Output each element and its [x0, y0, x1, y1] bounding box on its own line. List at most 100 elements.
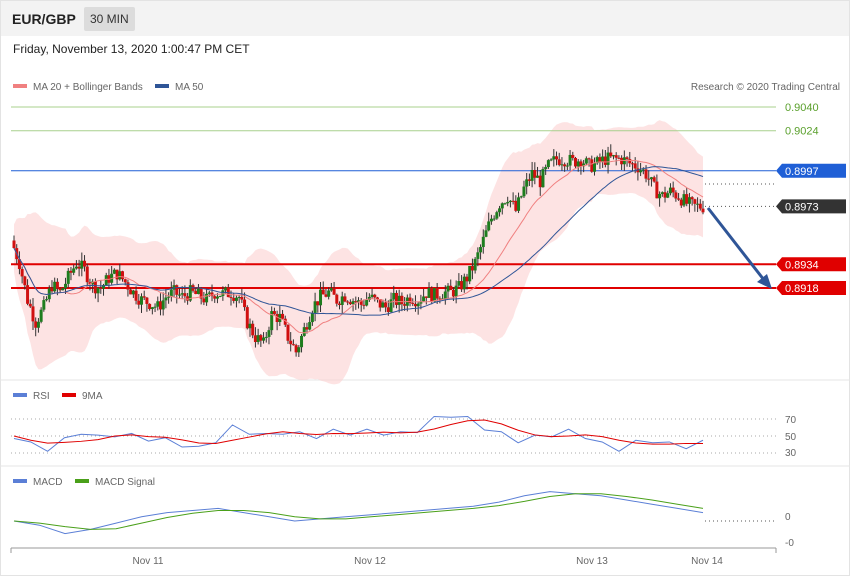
candle-up — [530, 170, 534, 181]
candle-down — [533, 170, 537, 178]
candle-up — [468, 265, 472, 282]
candle-up — [39, 309, 43, 322]
candle-up — [492, 218, 496, 220]
candle-down — [83, 260, 87, 267]
candle-down — [245, 307, 249, 329]
candle-down — [31, 306, 35, 322]
candle-up — [473, 258, 477, 271]
candle-up — [357, 300, 360, 302]
candle-down — [332, 288, 336, 295]
candle-down — [644, 169, 648, 179]
macd-legend-swatch — [13, 479, 27, 483]
candle-down — [346, 301, 350, 303]
candle-up — [327, 290, 331, 297]
candle-up — [270, 311, 274, 331]
candle-down — [321, 289, 325, 295]
timeframe-button[interactable]: 30 MIN — [84, 7, 135, 31]
rsi-ma-legend-swatch — [62, 393, 76, 397]
candle-down — [338, 303, 342, 305]
candle-up — [131, 290, 135, 295]
candle-down — [134, 290, 138, 301]
candle-up — [139, 296, 143, 305]
candle-up — [389, 299, 393, 312]
candle-down — [373, 294, 377, 298]
candle-down — [251, 323, 255, 336]
candle-up — [592, 163, 596, 172]
support-level-tag — [776, 257, 846, 272]
candle-up — [207, 292, 211, 294]
candle-up — [248, 323, 252, 329]
forecast-arrow — [706, 207, 772, 289]
candle-up — [74, 266, 78, 269]
candle-down — [451, 289, 455, 297]
candle-down — [121, 271, 125, 280]
candle-up — [80, 260, 84, 269]
candle-down — [50, 288, 54, 292]
candle-down — [430, 287, 434, 302]
candle-down — [413, 303, 417, 307]
candle-down — [348, 302, 352, 305]
candle-down — [158, 301, 162, 310]
rsi-legend-swatch — [13, 393, 27, 397]
candle-up — [506, 202, 510, 204]
candle-down — [362, 304, 366, 306]
candle-up — [546, 160, 550, 168]
candle-up — [66, 270, 70, 284]
candle-up — [169, 289, 173, 297]
candle-down — [470, 265, 474, 271]
target-level-label: 0.9040 — [785, 102, 819, 114]
candle-up — [96, 287, 100, 294]
candle-up — [397, 295, 401, 305]
candle-down — [335, 294, 339, 304]
candle-up — [552, 156, 556, 160]
candle-up — [560, 164, 564, 166]
candle-up — [446, 285, 450, 292]
candle-up — [367, 296, 371, 300]
candle-down — [26, 285, 30, 304]
candlesticks — [12, 144, 705, 357]
candle-up — [576, 161, 580, 167]
candle-down — [23, 276, 27, 286]
candle-up — [118, 271, 122, 280]
ma20-legend-label: MA 20 + Bollinger Bands — [33, 82, 143, 93]
macd-line — [13, 491, 704, 535]
candle-up — [419, 301, 423, 304]
forecast-arrow-head — [757, 274, 772, 289]
candle-up — [601, 156, 605, 162]
candle-down — [400, 295, 404, 305]
candle-up — [666, 193, 670, 198]
candle-down — [630, 163, 634, 165]
candle-up — [297, 347, 301, 353]
candle-down — [701, 208, 705, 213]
rsi-level-label: 70 — [785, 415, 797, 426]
candle-down — [579, 161, 583, 167]
candle-up — [682, 194, 686, 206]
candle-up — [351, 301, 355, 305]
bollinger-band — [14, 120, 703, 385]
candle-up — [91, 281, 95, 285]
candle-down — [394, 292, 398, 305]
x-tick-label: Nov 14 — [691, 556, 723, 567]
candle-down — [17, 259, 21, 270]
ma20-line — [13, 159, 704, 334]
candle-down — [620, 157, 624, 165]
candle-up — [519, 196, 523, 198]
macd-signal-legend-swatch — [75, 479, 89, 483]
candle-up — [153, 306, 157, 308]
candle-down — [93, 281, 97, 294]
x-tick-label: Nov 13 — [576, 556, 608, 567]
candle-down — [294, 345, 298, 353]
candle-up — [427, 287, 431, 298]
candle-up — [522, 186, 526, 197]
candle-down — [126, 282, 130, 290]
rsi-line — [13, 415, 704, 452]
candle-down — [283, 318, 287, 325]
candle-up — [487, 221, 491, 231]
candle-up — [42, 300, 46, 310]
candle-up — [164, 297, 168, 301]
candle-up — [196, 288, 200, 295]
candle-down — [628, 159, 632, 164]
symbol-label: EUR/GBP — [12, 11, 76, 27]
credit-label: Research © 2020 Trading Central — [691, 82, 840, 93]
